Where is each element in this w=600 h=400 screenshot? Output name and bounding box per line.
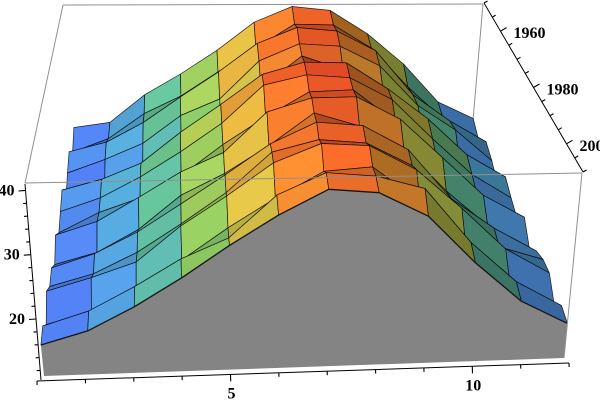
y-axis-tick-label[interactable]: 1960 [514,25,546,42]
z-axis-tick[interactable] [23,254,31,256]
box-edge-top-front[interactable] [24,172,583,184]
front-wall-outline[interactable] [40,188,568,346]
y-axis-tick[interactable] [558,127,562,131]
surface-quad[interactable] [306,74,354,93]
z-axis-tick-label[interactable]: 40 [0,182,15,199]
surface-quad[interactable] [321,143,373,172]
y-axis-tick[interactable] [516,56,521,60]
y-axis-tick-label[interactable]: 1980 [547,82,579,99]
y-axis-tick[interactable] [533,83,540,88]
z-axis-tick[interactable] [28,318,37,321]
y-axis-tick[interactable] [500,27,507,32]
front-clipping-wall[interactable] [40,189,568,376]
y-axis-tick[interactable] [582,169,587,173]
z-axis-tick-label[interactable]: 30 [4,247,20,264]
y-axis-tick[interactable] [483,0,488,4]
box-edge-top-left[interactable] [24,4,64,184]
y-axis-tick[interactable] [525,70,529,74]
surface-quad[interactable] [291,6,334,26]
y-axis-tick[interactable] [549,113,554,117]
box-edge-front-right[interactable] [563,172,583,359]
y-axis-tick[interactable] [574,155,579,159]
x-axis-tick-label[interactable]: 5 [228,386,236,400]
box-edge-top-back[interactable] [62,3,484,6]
y-axis-tick[interactable] [508,42,513,46]
y-axis-tick[interactable] [541,99,546,103]
x-axis-tick-label[interactable]: 10 [465,377,481,394]
z-axis[interactable] [24,183,42,381]
y-axis-tick[interactable] [566,139,573,145]
y-axis-tick-label[interactable]: 2000 [580,138,600,155]
z-axis-tick-label[interactable]: 20 [9,311,25,328]
y-axis-tick[interactable] [492,14,496,18]
z-axis-tick[interactable] [18,189,26,192]
x-axis[interactable] [36,362,570,382]
